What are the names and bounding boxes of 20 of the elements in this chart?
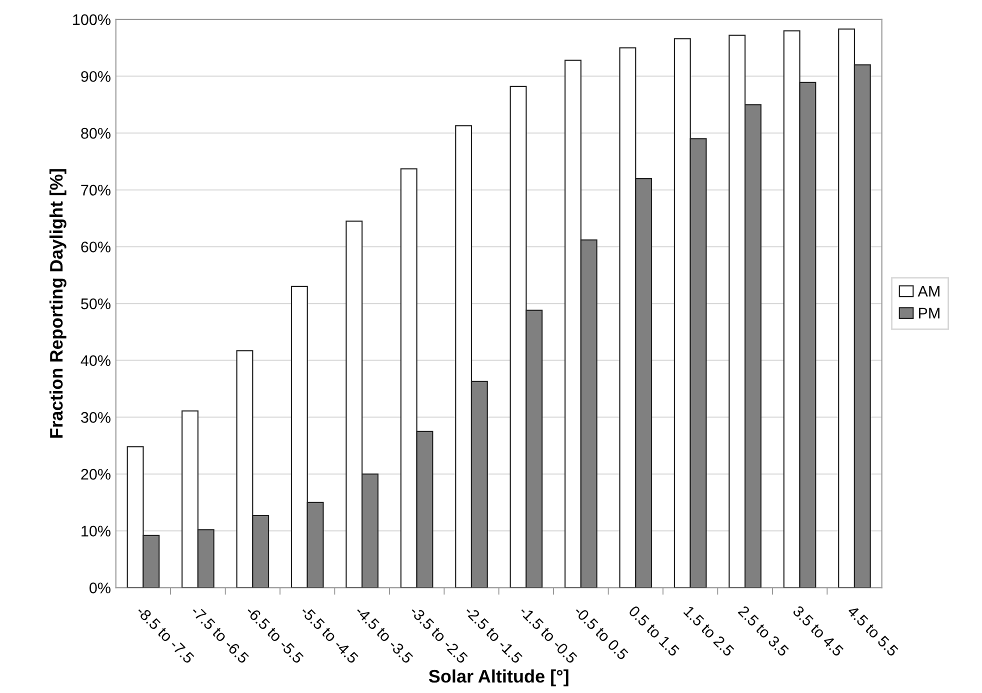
y-tick-label: 60%: [81, 242, 110, 252]
legend-label: AM: [918, 286, 940, 297]
y-tick-label: 80%: [81, 128, 110, 139]
y-tick-label: 50%: [81, 298, 110, 310]
x-tick-label: 1.5 to 2.5: [683, 605, 735, 657]
y-tick-label: 0%: [90, 582, 110, 594]
y-tick-label: 40%: [80, 355, 110, 366]
x-tick-label: 4.5 to 5.5: [846, 604, 899, 657]
x-tick-label: 2.5 to 3.5: [738, 605, 790, 657]
x-tick-label: 0.5 to 1.5: [628, 605, 680, 657]
x-axis-title: Solar Altitude [°]: [428, 669, 568, 686]
y-axis-title: Fraction Reporting Daylight [%]: [49, 169, 66, 438]
y-tick-label: 10%: [82, 526, 110, 537]
y-tick-label: 30%: [81, 412, 110, 423]
y-tick-label: 70%: [81, 184, 110, 196]
legend-label: PM: [919, 308, 940, 318]
y-tick-label: 20%: [81, 468, 110, 480]
y-tick-label: 90%: [81, 71, 110, 82]
x-tick-label: 3.5 to 4.5: [792, 605, 844, 657]
y-tick-label: 100%: [73, 14, 110, 26]
